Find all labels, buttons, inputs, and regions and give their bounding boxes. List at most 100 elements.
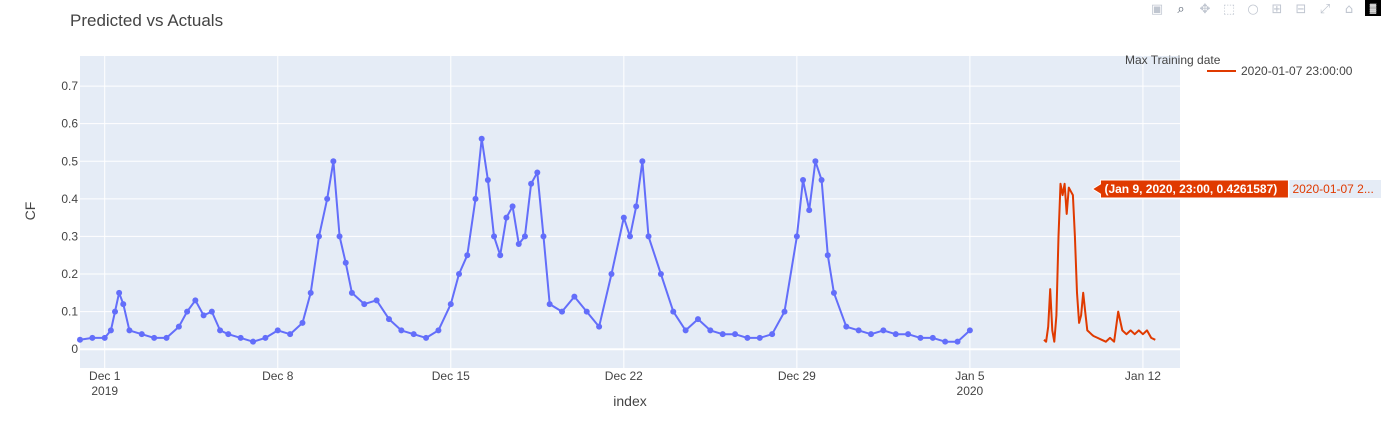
actuals-point <box>324 195 331 202</box>
lasso-icon[interactable]: ○ <box>1247 1 1259 17</box>
actuals-point <box>112 308 119 315</box>
actuals-point <box>192 297 199 304</box>
y-axis-ticks: 0 0.1 0.2 0.3 0.4 0.5 0.6 0.7 <box>61 79 78 356</box>
zoom-out-icon[interactable]: ⊟ <box>1295 1 1307 17</box>
actuals-point <box>515 240 522 247</box>
actuals-point <box>307 289 314 296</box>
actuals-point <box>521 233 528 240</box>
actuals-point <box>163 334 170 341</box>
actuals-point <box>639 158 646 165</box>
actuals-point <box>571 293 578 300</box>
legend-entry[interactable]: 2020-01-07 23:00:00 <box>1241 64 1353 78</box>
actuals-point <box>385 316 392 323</box>
actuals-point <box>830 289 837 296</box>
actuals-point <box>620 214 627 221</box>
actuals-point <box>793 233 800 240</box>
actuals-point <box>120 301 127 308</box>
actuals-point <box>342 259 349 266</box>
actuals-point <box>175 323 182 330</box>
actuals-point <box>843 323 850 330</box>
actuals-point <box>299 319 306 326</box>
actuals-point <box>184 308 191 315</box>
actuals-point <box>410 331 417 338</box>
actuals-point <box>929 334 936 341</box>
actuals-point <box>101 334 108 341</box>
actuals-point <box>892 331 899 338</box>
actuals-point <box>534 169 541 176</box>
y-tick-label: 0.7 <box>61 79 78 93</box>
actuals-point <box>657 271 664 278</box>
actuals-point <box>484 177 491 184</box>
x-tick-label: Dec 8 <box>262 369 294 383</box>
actuals-point <box>208 308 215 315</box>
y-tick-label: 0.1 <box>61 305 78 319</box>
actuals-point <box>732 331 739 338</box>
actuals-point <box>315 233 322 240</box>
actuals-point <box>250 338 257 345</box>
hover-label-box <box>1091 179 1289 199</box>
reset-axes-icon[interactable]: ⌂ <box>1344 1 1354 17</box>
actuals-point <box>528 180 535 187</box>
x-tick-year-label: 2020 <box>957 384 984 398</box>
actuals-point <box>682 327 689 334</box>
actuals-point <box>596 323 603 330</box>
actuals-point <box>336 233 343 240</box>
box-select-icon[interactable]: ⬚ <box>1222 1 1236 17</box>
x-axis-title: index <box>613 393 646 409</box>
camera-icon[interactable]: ▣ <box>1150 1 1164 17</box>
actuals-point <box>225 331 232 338</box>
actuals-point <box>917 334 924 341</box>
actuals-point <box>509 203 516 210</box>
hover-tooltip: (Jan 9, 2020, 23:00, 0.4261587) 2020-01-0… <box>1091 179 1381 199</box>
hover-series-name: 2020-01-07 2... <box>1292 182 1373 196</box>
actuals-point <box>806 207 813 214</box>
actuals-point <box>116 289 123 296</box>
actuals-point <box>824 252 831 259</box>
pan-icon[interactable]: ✥ <box>1199 1 1211 17</box>
legend-title: Max Training date <box>1125 53 1221 67</box>
gridlines <box>80 56 1180 368</box>
x-tick-year-label: 2019 <box>91 384 118 398</box>
actuals-point <box>262 334 269 341</box>
actuals-point <box>456 271 463 278</box>
actuals-point <box>800 177 807 184</box>
zoom-in-icon[interactable]: ⊞ <box>1271 1 1283 17</box>
actuals-point <box>447 301 454 308</box>
legend: Max Training date 2020-01-07 23:00:00 <box>1125 53 1353 78</box>
modebar: ▣ ⌕ ✥ ⬚ ○ ⊞ ⊟ ⤢ ⌂ ▓ <box>1145 0 1381 18</box>
actuals-point <box>627 233 633 240</box>
actuals-point <box>546 301 553 308</box>
actuals-point <box>274 327 281 334</box>
actuals-point <box>330 158 337 165</box>
actuals-point <box>694 316 701 323</box>
plot-area-background <box>80 56 1180 368</box>
actuals-point <box>880 327 887 334</box>
actuals-point <box>781 308 788 315</box>
actuals-point <box>670 308 677 315</box>
actuals-point <box>503 214 510 221</box>
actuals-point <box>633 203 640 210</box>
actuals-point <box>287 331 294 338</box>
actuals-point <box>478 135 485 142</box>
actuals-point <box>559 308 566 315</box>
actuals-point <box>942 338 949 345</box>
series-prediction <box>1043 182 1156 343</box>
plotly-logo[interactable]: ▓ <box>1365 0 1381 16</box>
actuals-point <box>472 195 479 202</box>
actuals-point <box>423 334 430 341</box>
actuals-point <box>464 252 471 259</box>
y-tick-label: 0.5 <box>61 154 78 168</box>
actuals-point <box>868 331 875 338</box>
actuals-point <box>756 334 763 341</box>
x-tick-label: Jan 12 <box>1125 369 1161 383</box>
y-tick-label: 0 <box>71 342 78 356</box>
actuals-point <box>954 338 961 345</box>
actuals-point <box>398 327 405 334</box>
actuals-point <box>719 331 726 338</box>
autoscale-icon[interactable]: ⤢ <box>1319 1 1331 17</box>
zoom-icon[interactable]: ⌕ <box>1177 1 1185 17</box>
actuals-point <box>855 327 862 334</box>
actuals-point <box>645 233 652 240</box>
x-tick-label: Dec 1 <box>89 369 121 383</box>
